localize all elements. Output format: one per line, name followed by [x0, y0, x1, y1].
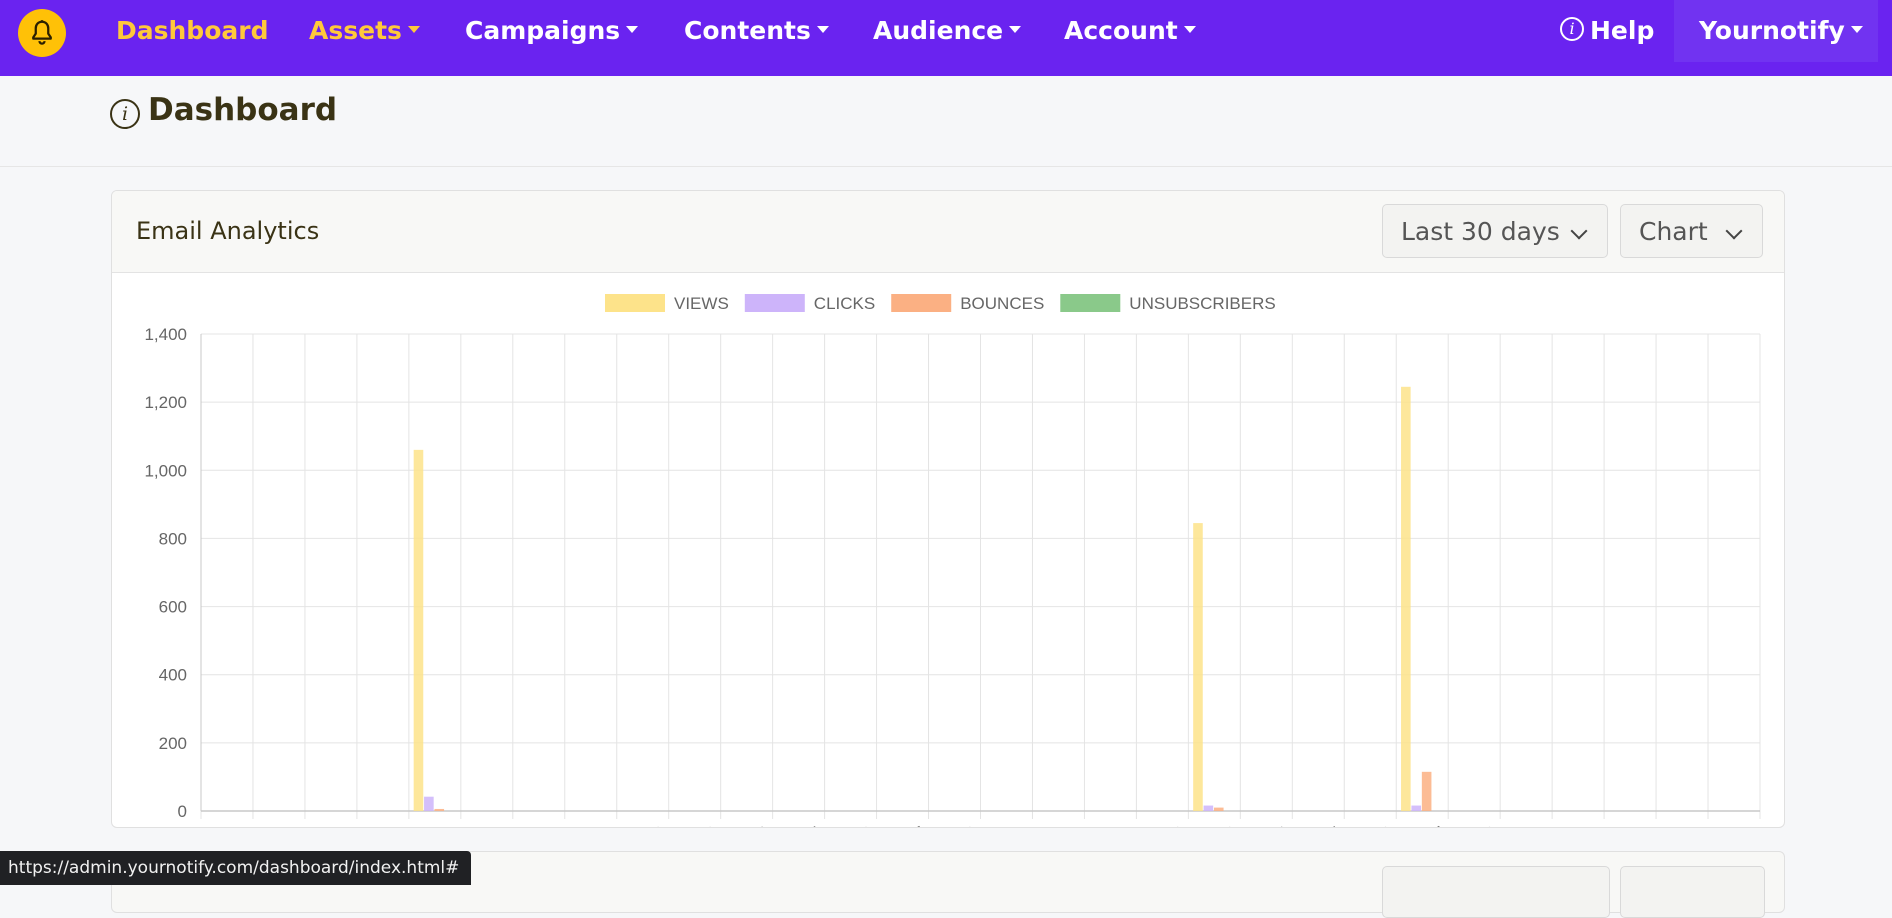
x-tick-label: Sep 30: [1547, 823, 1603, 827]
date-range-select[interactable]: Last 30 days: [1382, 204, 1608, 258]
x-tick-label: Sep 29: [1495, 823, 1551, 827]
x-tick-label: Sep 16: [820, 823, 876, 827]
email-analytics-card: Email Analytics Last 30 days Chart 0 200 4…: [111, 190, 1785, 828]
x-tick-label: Sep 20: [1028, 823, 1084, 827]
nav-contents[interactable]: Contents: [684, 0, 829, 62]
chevron-down-icon: [1725, 222, 1743, 240]
x-tick-label: Sep 19: [976, 823, 1032, 827]
x-tick-label: Sep 14: [716, 823, 772, 827]
bar-bounces-sep-27: [1421, 771, 1432, 811]
nav-audience-label: Audience: [873, 16, 1004, 45]
email-analytics-chart: 0 200 400 600 800 1,000 1,200 1,400 Sep 4 Sep 5 Se…: [144, 294, 1761, 827]
x-tick-label: Sep 18: [924, 823, 980, 827]
nav-assets-label: Assets: [309, 16, 402, 45]
x-tick-label: Sep 7: [356, 825, 404, 827]
second-card-select[interactable]: [1382, 866, 1610, 918]
x-tick-label: Sep 17: [872, 823, 928, 827]
second-card-select-2[interactable]: [1620, 866, 1765, 918]
x-tick-label: Sep 10: [508, 823, 564, 827]
caret-down-icon: [1850, 25, 1863, 33]
y-tick-label: 1,400: [144, 325, 187, 344]
y-tick-label: 1,000: [144, 461, 187, 480]
bar-views-sep-8: [413, 449, 424, 811]
x-tick-label: Oct 2: [1657, 826, 1702, 827]
nav-account[interactable]: Account: [1064, 0, 1196, 62]
x-tick-label: Sep 26: [1339, 823, 1395, 827]
nav-audience[interactable]: Audience: [873, 0, 1022, 62]
nav-campaigns-label: Campaigns: [465, 16, 621, 45]
nav-account-label: Account: [1064, 16, 1178, 45]
page-title: Dashboard: [148, 92, 338, 128]
page-header: i Dashboard: [0, 76, 1892, 167]
bar-views-sep-23: [1193, 523, 1203, 811]
caret-down-icon: [407, 25, 420, 33]
info-icon: i: [1560, 17, 1584, 41]
nav-campaigns[interactable]: Campaigns: [465, 0, 639, 62]
caret-down-icon: [626, 25, 639, 33]
legend-label-views: VIEWS: [674, 294, 729, 313]
nav-user[interactable]: Yournotify: [1699, 0, 1863, 62]
nav-user-label: Yournotify: [1699, 16, 1845, 45]
card-header: Email Analytics Last 30 days Chart: [112, 191, 1784, 273]
view-mode-select[interactable]: Chart: [1620, 204, 1763, 258]
x-tick-label: Sep 8: [408, 825, 456, 827]
nav-assets[interactable]: Assets: [309, 0, 420, 62]
nav-help-label: Help: [1590, 16, 1655, 45]
top-navbar: Dashboard Assets Campaigns Contents Audi…: [0, 0, 1892, 76]
legend-swatch-clicks: [744, 294, 805, 312]
caret-down-icon: [1183, 25, 1196, 33]
bar-clicks-sep-8: [424, 796, 434, 811]
x-tick-label: Sep 27: [1391, 823, 1447, 827]
x-tick-label: Sep 9: [460, 825, 508, 827]
x-tick-label: Sep 11: [560, 823, 615, 827]
x-tick-label: Sep 12: [612, 823, 668, 827]
bell-icon[interactable]: [18, 9, 66, 57]
x-tick-label: Sep 28: [1443, 823, 1499, 827]
nav-contents-label: Contents: [684, 16, 811, 45]
nav-help[interactable]: i Help: [1560, 0, 1654, 62]
x-tick-label: Sep 5: [252, 825, 300, 827]
date-range-value: Last 30 days: [1401, 217, 1560, 246]
chart-container: 0 200 400 600 800 1,000 1,200 1,400 Sep 4 Sep 5 Se…: [112, 273, 1784, 827]
caret-down-icon: [816, 25, 829, 33]
view-mode-value: Chart: [1639, 217, 1708, 246]
legend-swatch-views: [605, 294, 665, 312]
y-tick-label: 400: [159, 666, 187, 685]
legend-label-clicks: CLICKS: [814, 294, 875, 313]
info-icon: i: [110, 99, 140, 129]
caret-down-icon: [1009, 25, 1022, 33]
x-tick-label: Oct 3: [1709, 826, 1754, 827]
card-title: Email Analytics: [136, 217, 320, 245]
x-tick-label: Oct 1: [1605, 826, 1650, 827]
y-tick-label: 1,200: [144, 393, 187, 412]
y-tick-label: 800: [159, 529, 187, 548]
bar-views-sep-27: [1401, 386, 1411, 811]
x-tick-label: Sep 21: [1080, 823, 1136, 827]
x-tick-label: Sep 15: [768, 823, 824, 827]
x-tick-label: Sep 25: [1287, 823, 1343, 827]
nav-user-menu[interactable]: Yournotify: [1674, 0, 1878, 62]
x-tick-label: Sep 24: [1235, 823, 1291, 827]
chevron-down-icon: [1570, 222, 1588, 240]
x-tick-label: Sep 6: [304, 825, 352, 827]
legend-label-bounces: BOUNCES: [960, 294, 1044, 313]
bar-bounces-sep-8: [434, 808, 445, 811]
y-tick-label: 600: [159, 598, 187, 617]
legend-swatch-bounces: [891, 294, 952, 312]
browser-status-url: https://admin.yournotify.com/dashboard/i…: [0, 851, 472, 885]
x-tick-label: Sep 22: [1132, 823, 1188, 827]
bar-bounces-sep-23: [1213, 807, 1224, 811]
legend-swatch-unsubscribers: [1060, 294, 1121, 312]
x-tick-label: Sep 4: [200, 825, 248, 827]
legend-label-unsubscribers: UNSUBSCRIBERS: [1129, 294, 1275, 313]
y-tick-label: 0: [178, 802, 187, 821]
bar-clicks-sep-27: [1411, 805, 1422, 811]
nav-dashboard-label: Dashboard: [116, 16, 269, 45]
x-tick-label: Sep 13: [664, 823, 720, 827]
y-tick-label: 200: [159, 734, 187, 753]
x-tick-label: Sep 23: [1184, 823, 1240, 827]
nav-dashboard[interactable]: Dashboard: [116, 0, 268, 62]
bar-clicks-sep-23: [1203, 805, 1214, 811]
